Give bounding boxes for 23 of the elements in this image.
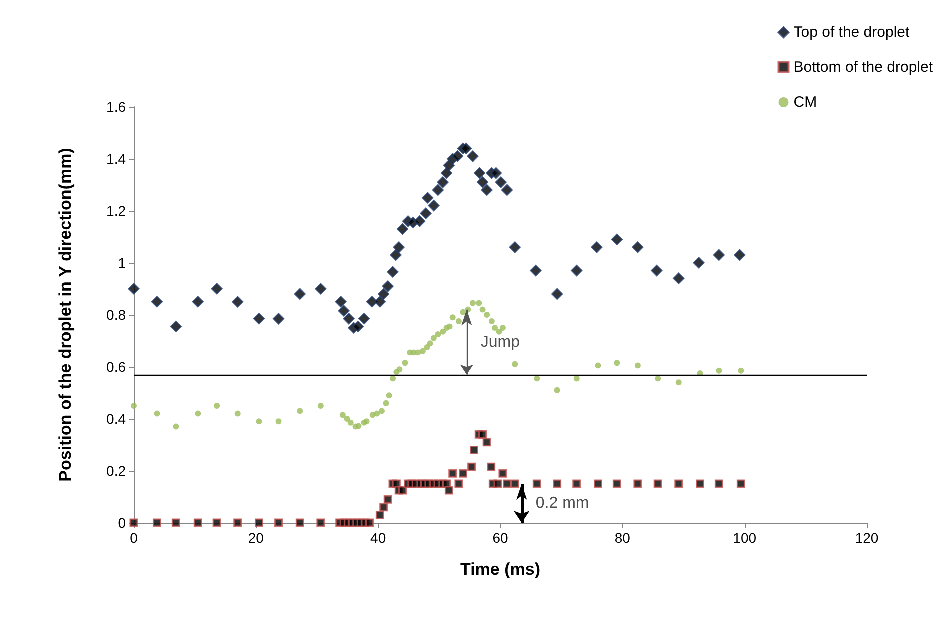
x-tick-label: 0 (130, 530, 138, 546)
y-tick-label: 0.6 (106, 359, 126, 375)
y-tick-label: 0.4 (106, 411, 126, 427)
x-tick-label: 40 (370, 530, 386, 546)
y-tick-label: 1.2 (106, 203, 126, 219)
y-tick-label: 0.8 (106, 307, 126, 323)
y-tick-label: 1 (118, 255, 126, 271)
x-axis-title: Time (ms) (460, 560, 540, 579)
x-tick-label: 80 (614, 530, 631, 546)
x-tick-label: 60 (492, 530, 508, 546)
x-tick-label: 120 (855, 530, 879, 546)
y-tick-label: 1.4 (106, 151, 126, 167)
annotation: Jump (480, 334, 520, 351)
x-tick-label: 100 (733, 530, 757, 546)
legend-label: CM (794, 94, 818, 111)
y-tick-label: 0.2 (106, 463, 126, 479)
legend-label: Bottom of the droplet (794, 59, 934, 76)
y-tick-label: 1.6 (106, 99, 126, 115)
x-tick-label: 20 (248, 530, 264, 546)
legend-label: Top of the droplet (794, 24, 910, 41)
annotation: 0.2 mm (536, 495, 590, 512)
y-tick-label: 0 (118, 515, 126, 531)
y-axis-title: Position of the droplet in Y direction(mm) (56, 148, 75, 482)
